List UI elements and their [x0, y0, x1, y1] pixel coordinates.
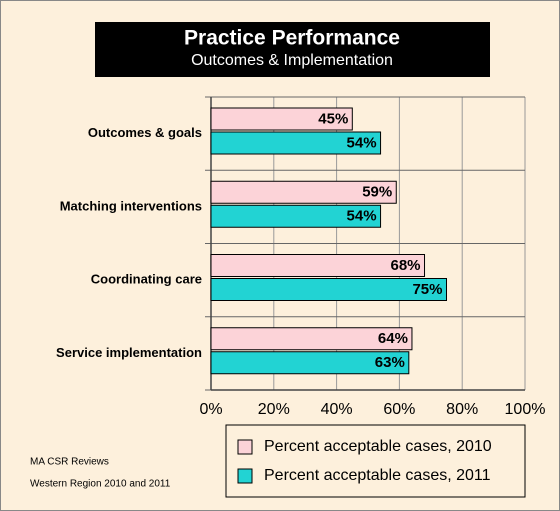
legend-swatch	[237, 468, 253, 484]
value-label: 64%	[378, 330, 408, 347]
y-tick-label: Service implementation	[56, 345, 202, 360]
y-tick-label: Coordinating care	[91, 272, 202, 287]
value-label: 59%	[362, 184, 392, 201]
bar	[210, 351, 410, 375]
value-label: 75%	[412, 281, 442, 298]
x-tick-label: 80%	[446, 401, 478, 418]
chart-subtitle: Outcomes & Implementation	[191, 52, 393, 69]
value-label: 45%	[318, 110, 348, 127]
bar	[210, 278, 447, 301]
legend-swatch	[237, 439, 253, 455]
legend-label: Percent acceptable cases, 2010	[264, 438, 492, 455]
title-box	[95, 22, 490, 77]
bar	[210, 107, 353, 131]
value-label: 63%	[375, 354, 405, 371]
x-tick-label: 20%	[258, 401, 290, 418]
value-label: 54%	[347, 134, 377, 151]
x-tick-label: 100%	[505, 401, 546, 418]
bar	[210, 327, 413, 351]
y-tick-label: Matching interventions	[60, 198, 202, 213]
bar	[210, 254, 426, 277]
note: Western Region 2010 and 2011	[30, 479, 171, 490]
note: MA CSR Reviews	[30, 457, 109, 468]
value-label: 68%	[390, 257, 420, 274]
y-tick-label: Outcomes & goals	[88, 125, 202, 140]
chart-title: Practice Performance	[184, 27, 400, 50]
x-tick-label: 40%	[321, 401, 353, 418]
x-tick-label: 0%	[199, 401, 222, 418]
value-label: 54%	[347, 208, 377, 225]
bar	[210, 131, 382, 155]
legend-label: Percent acceptable cases, 2011	[264, 467, 491, 484]
x-tick-label: 60%	[383, 401, 415, 418]
bar	[210, 204, 382, 228]
legend	[225, 424, 526, 498]
bar	[210, 180, 397, 204]
